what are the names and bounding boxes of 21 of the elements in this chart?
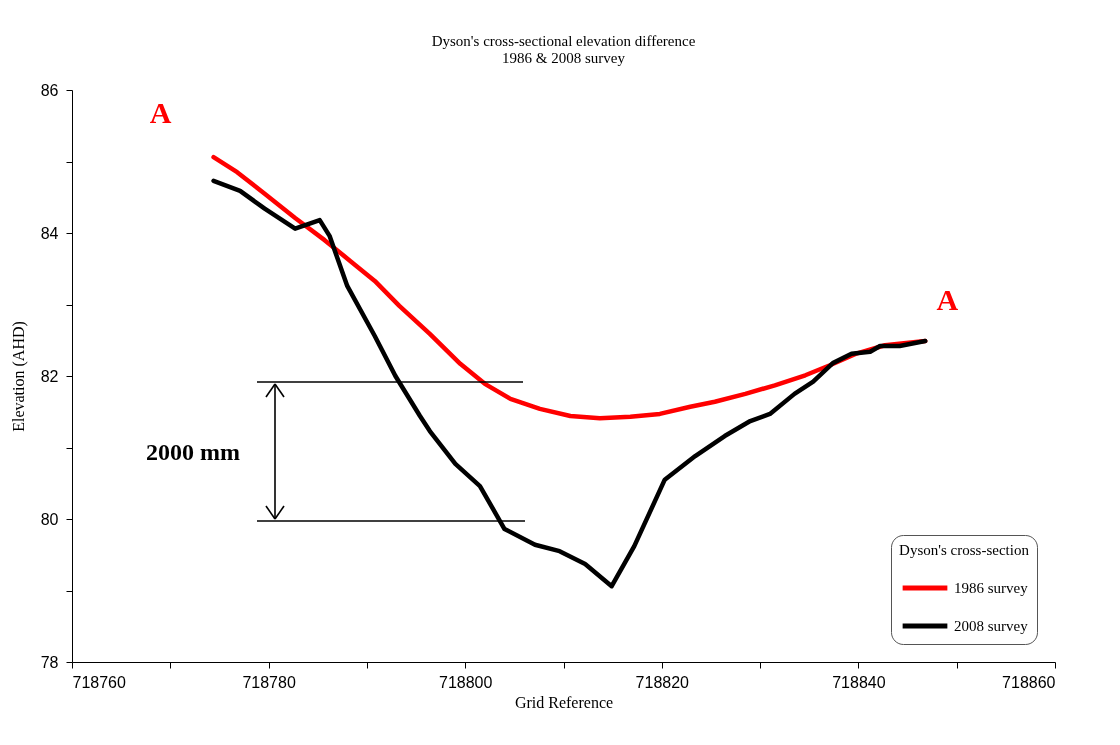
- legend-label: 2008 survey: [954, 618, 1029, 634]
- chart-title: Dyson's cross-sectional elevation difference: [431, 33, 696, 49]
- y-tick-label: 80: [40, 510, 59, 528]
- y-tick-label: 82: [40, 367, 59, 385]
- y-tick-label: 86: [40, 81, 59, 99]
- y-tick-label: 78: [40, 653, 59, 671]
- legend-title: Dyson's cross-section: [899, 542, 1030, 558]
- y-axis-title: Elevation (AHD): [9, 321, 28, 432]
- x-tick-label: 718840: [832, 673, 886, 691]
- x-axis-title: Grid Reference: [514, 693, 614, 711]
- x-tick-label: 718780: [242, 673, 296, 691]
- x-tick-label: 718860: [1002, 673, 1056, 691]
- x-tick-label: 718800: [439, 673, 493, 691]
- annotation: A: [149, 95, 172, 129]
- y-tick-label: 84: [40, 224, 59, 242]
- x-tick-label: 718760: [72, 673, 126, 691]
- chart-subtitle: 1986 & 2008 survey: [502, 50, 626, 66]
- annotation: A: [936, 283, 959, 317]
- x-tick-label: 718820: [635, 673, 690, 691]
- annotation: 2000 mm: [146, 439, 240, 465]
- legend-label: 1986 survey: [954, 580, 1029, 596]
